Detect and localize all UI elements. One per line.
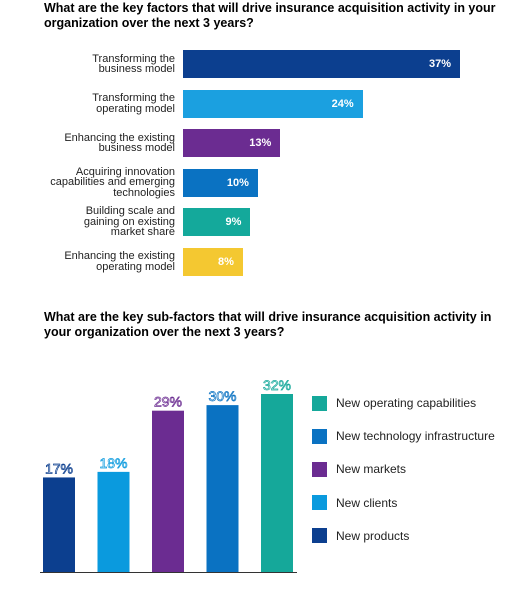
value-label: 32% bbox=[263, 377, 291, 393]
bar bbox=[43, 477, 75, 572]
value-label: 8% bbox=[217, 255, 234, 268]
legend-item: New clients bbox=[312, 494, 397, 512]
bar: 9% bbox=[183, 208, 251, 236]
category-label: Building scale and gaining on existing mar… bbox=[5, 206, 175, 238]
category-label: Transforming the business model bbox=[5, 52, 175, 75]
legend-item: New technology infrastructure bbox=[312, 427, 495, 445]
category-label-line: technologies bbox=[113, 186, 175, 199]
category-label: Enhancing the existing operating model bbox=[5, 251, 175, 272]
category-label: Enhancing the existing business model bbox=[5, 131, 175, 154]
legend-label: New products bbox=[336, 528, 410, 543]
legend-label: New operating capabilities bbox=[336, 396, 477, 410]
value-label: 18% bbox=[99, 455, 127, 471]
bar: 13% bbox=[183, 129, 281, 157]
chart1-title: What are the key factors that will drive… bbox=[44, 1, 496, 30]
bar: 37% bbox=[183, 50, 460, 78]
category-label-line: operating model bbox=[96, 102, 175, 115]
legend-swatch bbox=[312, 395, 327, 411]
legend-swatch bbox=[312, 461, 327, 477]
category-label-line: Transforming the bbox=[92, 52, 175, 65]
legend-label: New technology infrastructure bbox=[336, 429, 495, 444]
bar bbox=[206, 405, 239, 572]
category-label-line: capabilities and emerging bbox=[50, 176, 175, 189]
value-label: 30% bbox=[208, 388, 236, 404]
category-label-line: gaining on existing bbox=[83, 215, 175, 228]
legend-swatch bbox=[312, 428, 327, 444]
category-label: Acquiring innovation capabilities and eme… bbox=[5, 167, 175, 199]
value-label: 29% bbox=[154, 394, 182, 410]
bar bbox=[97, 471, 130, 572]
legend-item: New markets bbox=[312, 460, 406, 478]
legend-label: New markets bbox=[336, 462, 407, 477]
bar bbox=[152, 410, 184, 572]
category-label-line: Building scale and bbox=[85, 205, 175, 218]
legend-item: New operating capabilities bbox=[312, 394, 476, 412]
chart2-title: What are the key sub-factors that will d… bbox=[44, 310, 492, 339]
category-label-line: Acquiring innovation bbox=[75, 165, 175, 178]
category-label: Transforming the operating model bbox=[5, 93, 175, 114]
category-label-line: Enhancing the existing bbox=[64, 131, 175, 144]
value-label: 13% bbox=[249, 137, 272, 149]
category-label-line: business model bbox=[98, 142, 175, 154]
category-label-line: market share bbox=[110, 226, 175, 239]
category-label-line: Enhancing the existing bbox=[64, 250, 175, 262]
legend-item: New products bbox=[312, 527, 409, 545]
bar bbox=[261, 394, 293, 572]
legend-swatch bbox=[312, 495, 327, 511]
category-label-line: Transforming the bbox=[92, 92, 175, 104]
value-label: 9% bbox=[225, 216, 242, 228]
legend-label: New clients bbox=[336, 495, 398, 510]
value-label: 17% bbox=[45, 460, 73, 476]
bar: 8% bbox=[183, 247, 243, 276]
category-label-line: business model bbox=[98, 63, 175, 75]
legend-swatch bbox=[312, 528, 327, 544]
bar: 10% bbox=[183, 168, 258, 197]
value-label: 24% bbox=[331, 97, 354, 110]
value-label: 10% bbox=[226, 176, 249, 189]
value-label: 37% bbox=[428, 58, 451, 70]
bar: 24% bbox=[183, 89, 363, 118]
category-label-line: operating model bbox=[96, 260, 175, 273]
